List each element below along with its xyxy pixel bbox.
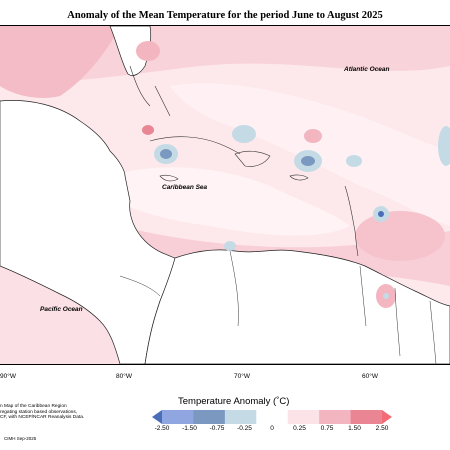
- cuba-outline: [149, 136, 241, 155]
- color-bar-segment: [350, 410, 383, 424]
- border-panama: [119, 275, 161, 297]
- florida-land: [109, 26, 152, 76]
- color-bar-label: 0: [270, 425, 274, 432]
- border-suriname-guiana: [429, 300, 437, 364]
- warm-spot-cuba: [142, 125, 154, 135]
- label-caribbean-sea: Caribbean Sea: [162, 184, 208, 191]
- map-notes: n Map of the Caribbean Region regating s…: [0, 404, 110, 421]
- color-bar-segment: [256, 410, 289, 424]
- bahamas-outline: [129, 65, 171, 117]
- label-atlantic-ocean: Atlantic Ocean: [344, 66, 390, 73]
- lon-tick-60w: 60°W: [362, 373, 378, 380]
- island-outlines: [129, 65, 359, 257]
- color-bar-arrow-low: [152, 410, 162, 424]
- warm-patch-antilles: [355, 211, 445, 261]
- south-america-land: [144, 249, 450, 364]
- lesser-antilles-outline: [344, 185, 359, 257]
- color-bar-label: 2.50: [375, 425, 389, 432]
- note-line-3: CF, with NCEP/NCAR Reanalysis Data.: [0, 415, 85, 421]
- color-bar-label: 0.25: [293, 425, 306, 432]
- puerto-rico-outline: [289, 174, 309, 181]
- credit-text: CIMH Sep-2025: [4, 436, 37, 441]
- cool-core-jamaica: [160, 149, 172, 159]
- label-pacific-ocean: Pacific Ocean: [40, 306, 83, 313]
- border-venezuela-guyana: [359, 265, 367, 327]
- cool-spot-antigua: [346, 155, 362, 167]
- border-colombia-venezuela: [229, 250, 239, 327]
- cool-dot-guyana: [383, 293, 389, 299]
- color-bar-segment: [224, 410, 257, 424]
- cool-spot-venezuela: [224, 241, 236, 251]
- warm-patch-gulf: [0, 26, 120, 98]
- lon-tick-70w: 70°W: [234, 373, 250, 380]
- warm-spot-bahamas: [136, 41, 160, 61]
- color-bar-label: 1.50: [348, 425, 361, 432]
- color-bar-segment: [162, 410, 194, 424]
- legend-title: Temperature Anomaly (˚C): [178, 396, 290, 407]
- pale-region-caribbean: [110, 167, 350, 236]
- lon-tick-90w: 90°W: [0, 373, 16, 380]
- cool-spot-hispaniola: [232, 125, 256, 143]
- land-masses: [0, 26, 450, 364]
- color-bar-label: -0.75: [209, 425, 225, 432]
- hispaniola-outline: [234, 150, 271, 167]
- map-title: Anomaly of the Mean Temperature for the …: [67, 10, 383, 21]
- color-bar-segment: [193, 410, 226, 424]
- cool-spot-east: [438, 126, 450, 166]
- color-bar-label: -1.50: [182, 425, 197, 432]
- color-bar-segment: [319, 410, 352, 424]
- cool-core-puerto-rico: [301, 156, 315, 166]
- color-bar: [152, 410, 392, 424]
- color-bar-arrow-high: [382, 410, 392, 424]
- color-bar-label: -0.25: [237, 425, 252, 432]
- warm-band-north: [0, 26, 450, 83]
- cool-core-barbados: [378, 211, 384, 217]
- anomaly-map: Atlantic Ocean Caribbean Sea Pacific Oce…: [0, 25, 450, 365]
- warm-spot-north-pr: [304, 129, 322, 143]
- color-bar-segment: [287, 410, 320, 424]
- jamaica-outline: [159, 174, 179, 182]
- color-bar-label: 0.75: [320, 425, 334, 432]
- note-line-2: regating station based observations,: [0, 409, 78, 415]
- color-bar-label: -2.50: [154, 425, 170, 432]
- country-borders: [119, 250, 437, 364]
- note-line-1: n Map of the Caribbean Region: [0, 404, 67, 409]
- border-guyana-suriname: [394, 287, 401, 357]
- lon-tick-80w: 80°W: [116, 373, 132, 380]
- anomaly-spots: [136, 41, 450, 308]
